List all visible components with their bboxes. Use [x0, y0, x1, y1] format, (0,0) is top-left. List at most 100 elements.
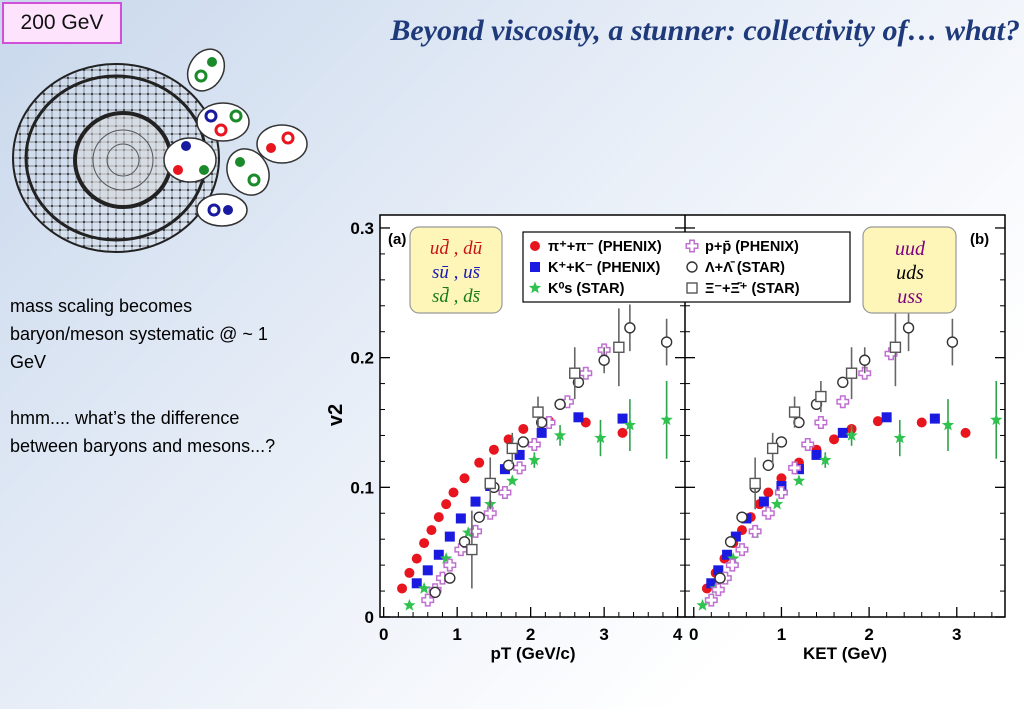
data-point	[514, 449, 525, 460]
x-tick-label: 4	[673, 625, 683, 644]
data-point	[766, 442, 779, 455]
legend-label: K⁺+K⁻ (PHENIX)	[548, 260, 661, 276]
panel-a: 0 1 2 3 4 0 0.1 0.2 0.3	[350, 219, 685, 644]
x-tick-label: 3	[599, 625, 608, 644]
data-point	[735, 543, 749, 557]
baryon-line-2: uds	[896, 262, 924, 284]
data-point	[845, 428, 858, 441]
data-point	[470, 496, 481, 507]
data-point	[624, 322, 636, 334]
data-point	[811, 449, 822, 460]
plot-frame	[379, 214, 1006, 618]
data-point	[941, 418, 955, 431]
x-tick-label: 2	[526, 625, 535, 644]
x-tick-label: 1	[777, 625, 786, 644]
data-point	[484, 477, 496, 490]
data-point	[429, 586, 441, 599]
data-point	[455, 513, 466, 524]
data-point	[411, 553, 422, 564]
data-point	[404, 567, 415, 578]
data-point	[488, 444, 499, 455]
data-point	[837, 427, 848, 438]
series-b-4	[714, 304, 959, 584]
data-point	[762, 459, 774, 471]
baryon-quark-box: uud uds uss	[862, 226, 957, 314]
data-point	[990, 413, 1003, 426]
data-point	[419, 538, 430, 549]
data-point	[594, 431, 607, 444]
data-point	[448, 487, 459, 498]
data-point	[506, 442, 518, 455]
data-point	[506, 474, 519, 487]
data-point	[422, 565, 433, 576]
meson-line-3: sd̄ , ds̄	[432, 286, 480, 307]
x-tick-label: 1	[452, 625, 461, 644]
data-point	[722, 549, 733, 560]
data-point	[517, 436, 530, 448]
data-point	[889, 341, 902, 353]
data-point	[462, 526, 475, 538]
data-point	[573, 412, 584, 423]
data-point	[553, 428, 567, 441]
series-a-5	[466, 308, 625, 589]
note-question: hmm.... what’s the difference between ba…	[10, 408, 276, 456]
data-point	[748, 524, 762, 538]
data-point	[727, 552, 740, 564]
data-point	[459, 473, 470, 484]
meson-line-1: ud̄ , dū	[430, 238, 482, 259]
legend-marker	[686, 261, 698, 273]
data-point	[714, 572, 726, 584]
data-point	[788, 461, 802, 475]
data-point	[660, 413, 673, 426]
data-point	[696, 598, 709, 611]
data-point	[814, 415, 828, 429]
x-tick-label: 3	[952, 625, 961, 644]
y-tick-label: 0	[365, 608, 374, 627]
x-axis-title-a: pT (GeV/c)	[490, 644, 575, 663]
data-point	[815, 390, 827, 403]
baryon-line-1: uud	[895, 238, 926, 260]
legend-label: Λ+Λ̄ (STAR)	[705, 260, 785, 276]
data-point	[502, 459, 515, 471]
data-point	[725, 558, 739, 572]
data-point	[411, 578, 422, 589]
y-tick-label: 0.1	[350, 478, 374, 497]
x-tick-label: 2	[864, 625, 873, 644]
data-point	[845, 367, 858, 379]
legend: π⁺+π⁻ (PHENIX) K⁺+K⁻ (PHENIX) K⁰s (STAR) p+…	[522, 231, 851, 303]
data-point	[736, 511, 748, 523]
data-point	[660, 336, 673, 348]
data-point	[613, 341, 625, 353]
data-point	[426, 525, 437, 536]
data-point	[444, 572, 456, 584]
data-point	[837, 376, 849, 388]
meson-line-2: sū , us̄	[432, 262, 480, 283]
data-point	[598, 354, 610, 366]
y-tick-label: 0.2	[350, 349, 374, 368]
notes-text: mass scaling becomes baryon/meson system…	[10, 292, 300, 488]
data-point	[617, 427, 628, 438]
data-point	[770, 497, 784, 510]
data-point	[946, 336, 959, 348]
data-point	[872, 416, 883, 427]
legend-marker	[530, 241, 540, 251]
data-point	[439, 552, 453, 564]
data-point	[417, 581, 431, 594]
panel-label-b: (b)	[970, 231, 989, 248]
data-point	[623, 418, 637, 431]
legend-label: K⁰s (STAR)	[548, 281, 625, 297]
data-point	[774, 486, 788, 500]
data-point	[503, 434, 514, 445]
data-point	[433, 512, 444, 523]
data-point	[617, 413, 628, 424]
data-point	[788, 406, 801, 418]
x-axis-title-b: KET (GeV)	[803, 644, 887, 663]
legend-marker	[685, 239, 699, 253]
data-point	[775, 436, 788, 448]
series-b-5	[749, 308, 902, 510]
legend-label: Ξ⁻+Ξ̄⁺ (STAR)	[705, 281, 800, 297]
energy-badge: 200 GeV	[2, 2, 122, 44]
data-point	[569, 367, 581, 379]
data-point	[469, 524, 483, 538]
